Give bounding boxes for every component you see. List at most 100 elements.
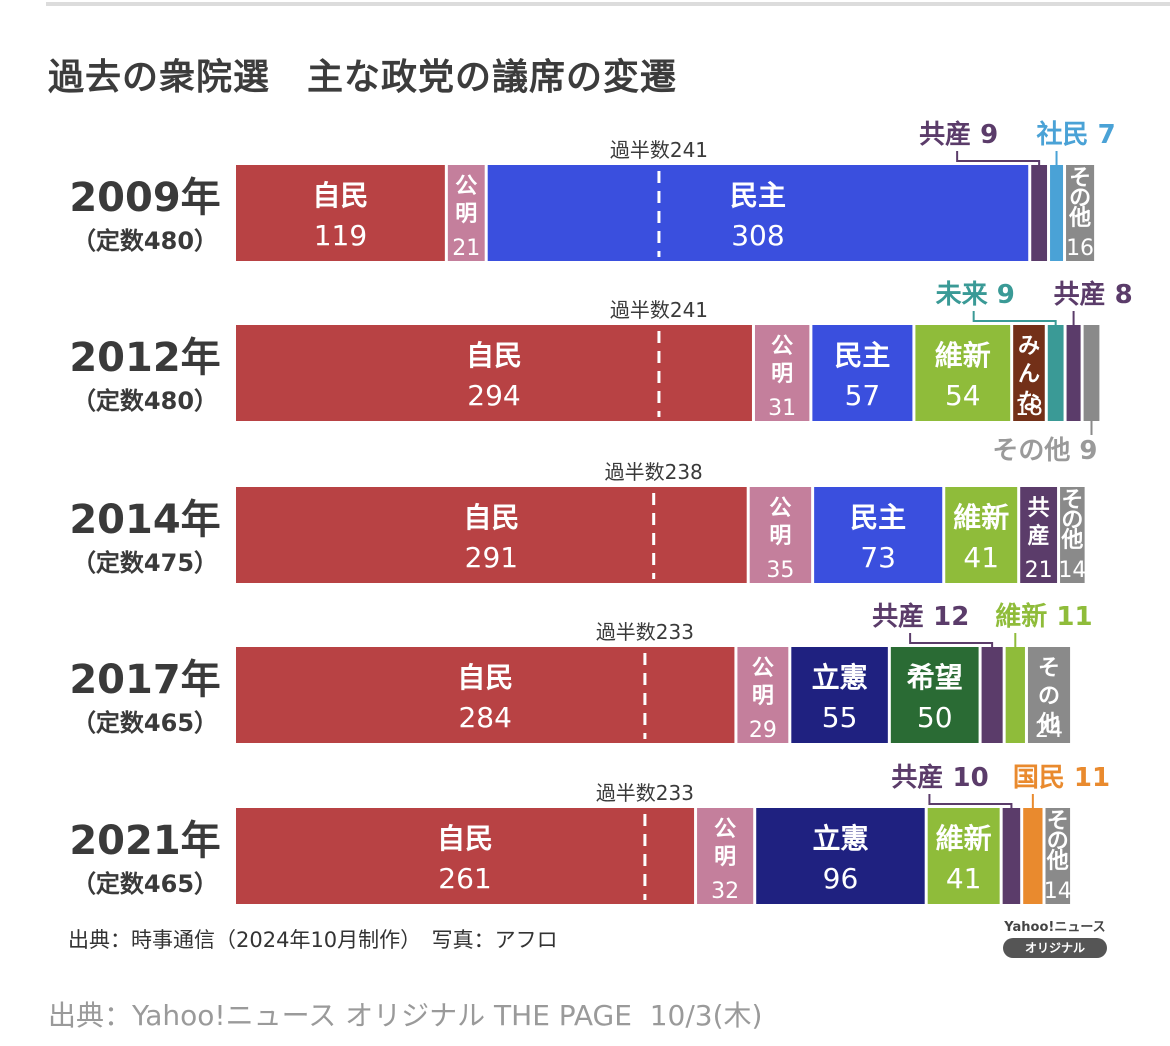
bar-segment-その他: [1083, 325, 1100, 421]
segment-party-label: 自民: [457, 661, 513, 694]
bar-segment-維新: [927, 808, 1000, 904]
callout-label-維新: 維新 11: [995, 601, 1092, 632]
top-divider: [46, 2, 1170, 6]
segment-party-label: 維新: [935, 339, 991, 372]
bar-segment-公明: [737, 647, 789, 743]
segment-party-label-char: 産: [1028, 523, 1050, 549]
segment-party-label-char: 明: [771, 362, 793, 387]
segment-seat-value: 18: [1015, 396, 1043, 421]
segment-party-label-char: 共: [1028, 496, 1050, 521]
segment-party-label-char: の: [1047, 829, 1069, 854]
segment-party-label: 自民: [463, 501, 519, 534]
election-year-label: 2009年: [69, 175, 220, 221]
segment-party-label: 自民: [437, 822, 493, 855]
bar-segment-共産: [1031, 165, 1048, 261]
seat-capacity-label: （定数465）: [72, 870, 218, 898]
segment-seat-value: 261: [438, 862, 491, 895]
segment-party-label-char: 公: [714, 817, 736, 842]
segment-party-label-char: 明: [455, 202, 477, 227]
segment-seat-value: 14: [1044, 879, 1072, 904]
chart-title: 過去の衆院選 主な政党の議席の変遷: [48, 57, 678, 98]
bar-segment-維新: [915, 325, 1011, 421]
callout-leader-line: [972, 311, 1057, 325]
segment-party-label-char: 他: [1068, 206, 1091, 231]
bar-segment-民主: [812, 325, 913, 421]
segment-seat-value: 291: [465, 541, 518, 574]
bar-segment-維新: [1005, 647, 1025, 743]
segment-seat-value: 41: [963, 541, 999, 574]
callout-label-未来: 未来 9: [936, 280, 1015, 310]
segment-party-label-char: 公: [771, 334, 793, 359]
callout-label-共産: 共産 10: [891, 762, 988, 793]
bar-segment-民主: [814, 487, 943, 583]
segment-seat-value: 57: [845, 379, 881, 412]
badge-brand: Yahoo!ニュース: [1004, 920, 1106, 935]
callout-label-共産: 共産 9: [919, 119, 998, 150]
callout-leader-line: [956, 151, 1041, 165]
segment-party-label-char: そ: [1047, 809, 1069, 834]
bar-segment-その他: [1045, 808, 1071, 904]
segment-seat-value: 96: [823, 862, 859, 895]
segment-seat-value: 32: [711, 879, 739, 904]
election-year-label: 2014年: [69, 497, 220, 543]
segment-party-label-char: そ: [1061, 488, 1083, 513]
bar-segment-自民: [236, 808, 695, 904]
bar-segment-その他: [1027, 647, 1071, 743]
segment-seat-value: 29: [749, 718, 777, 743]
segment-seat-value: 41: [946, 862, 982, 895]
election-year-label: 2017年: [69, 657, 220, 703]
segment-party-label: 民主: [850, 501, 906, 534]
segment-seat-value: 308: [731, 219, 784, 252]
bar-segment-共産: [1066, 325, 1081, 421]
callout-leader-line: [909, 633, 994, 647]
segment-seat-value: 24: [1035, 718, 1063, 743]
bar-segment-自民: [236, 647, 735, 743]
segment-party-label-char: 他: [1060, 528, 1083, 553]
majority-label: 過半数233: [596, 781, 694, 805]
segment-seat-value: 294: [467, 379, 520, 412]
seat-capacity-label: （定数465）: [72, 709, 218, 737]
majority-label: 過半数241: [610, 298, 708, 322]
election-year-label: 2021年: [69, 818, 220, 864]
segment-seat-value: 21: [1025, 558, 1053, 583]
callout-label-共産: 共産 8: [1054, 279, 1133, 310]
bar-segment-自民: [236, 165, 445, 261]
segment-party-label-char: 他: [1046, 849, 1069, 874]
bar-segment-未来: [1047, 325, 1064, 421]
bar-segment-維新: [945, 487, 1018, 583]
segment-seat-value: 55: [822, 701, 858, 734]
segment-seat-value: 31: [768, 396, 796, 421]
election-year-label: 2012年: [69, 335, 220, 381]
segment-party-label-char: そ: [1038, 656, 1060, 681]
bar-segment-国民: [1023, 808, 1043, 904]
segment-party-label-char: ん: [1018, 362, 1040, 387]
bar-segment-公明: [447, 165, 485, 261]
segment-party-label: 維新: [936, 822, 992, 855]
segment-seat-value: 119: [314, 219, 367, 252]
segment-party-label-char: 明: [714, 845, 736, 870]
bar-segment-その他: [1066, 165, 1095, 261]
bar-segment-自民: [236, 325, 752, 421]
majority-label: 過半数233: [596, 620, 694, 644]
segment-seat-value: 35: [766, 558, 794, 583]
segment-party-label: 維新: [953, 501, 1009, 534]
segment-seat-value: 54: [945, 379, 981, 412]
bar-segment-公明: [754, 325, 810, 421]
segment-party-label-char: 他: [1037, 712, 1060, 737]
bar-segment-自民: [236, 487, 747, 583]
segment-party-label: 民主: [834, 339, 890, 372]
callout-label-国民: 国民 11: [1013, 763, 1110, 793]
bar-segment-公明: [749, 487, 812, 583]
bar-segment-共産: [1002, 808, 1021, 904]
bar-segment-共産: [1020, 487, 1058, 583]
source-credit: 出典：時事通信（2024年10月制作） 写真：アフロ: [68, 928, 558, 952]
majority-label: 過半数241: [610, 138, 708, 162]
yahoo-news-original-badge: Yahoo!ニュース オリジナル: [998, 916, 1112, 958]
segment-party-label-char: 明: [769, 524, 791, 549]
seat-capacity-label: （定数480）: [72, 387, 218, 415]
segment-party-label-char: 公: [769, 496, 791, 521]
seat-capacity-label: （定数480）: [72, 227, 218, 255]
callout-label-共産: 共産 12: [872, 601, 969, 632]
segment-party-label: 自民: [466, 339, 522, 372]
bar-segment-希望: [890, 647, 979, 743]
